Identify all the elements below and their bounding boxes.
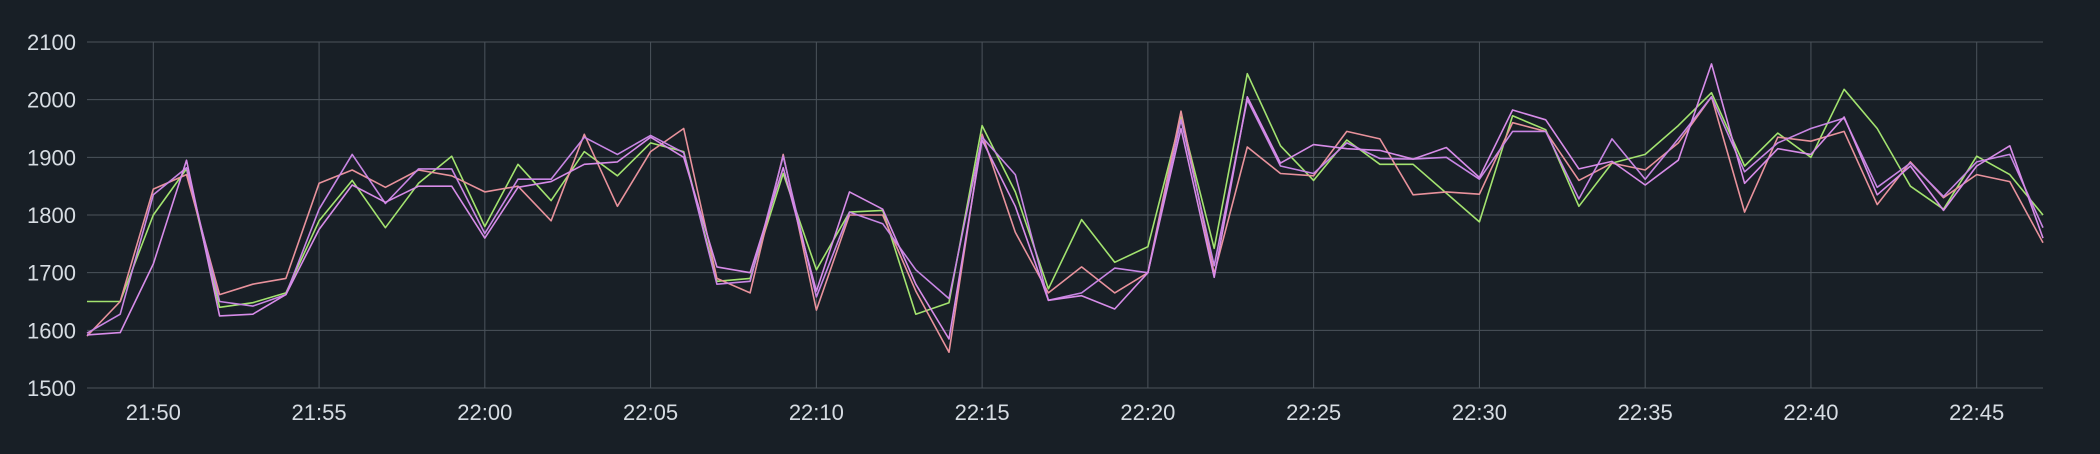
- x-tick-label: 22:20: [1120, 400, 1175, 425]
- horizontal-gridlines: [87, 41, 2043, 389]
- x-tick-label: 22:00: [457, 400, 512, 425]
- x-tick-label: 21:55: [292, 400, 347, 425]
- x-tick-label: 22:40: [1783, 400, 1838, 425]
- x-tick-label: 22:05: [623, 400, 678, 425]
- x-tick-label: 22:30: [1452, 400, 1507, 425]
- x-tick-label: 21:50: [126, 400, 181, 425]
- series-line-2: [86, 96, 2044, 354]
- y-tick-label: 1800: [27, 203, 76, 228]
- x-axis-tick-labels: 21:50 21:55 22:00 22:05 22:10 22:15 22:20 22:25…: [126, 400, 2004, 425]
- x-tick-label: 22:25: [1286, 400, 1341, 425]
- x-tick-label: 22:15: [955, 400, 1010, 425]
- x-tick-label: 22:45: [1949, 400, 2004, 425]
- series-lines: [86, 63, 2044, 354]
- series-line-3: [86, 96, 2044, 334]
- y-tick-label: 1500: [27, 376, 76, 401]
- y-tick-label: 1700: [27, 261, 76, 286]
- series-line-4: [86, 63, 2044, 340]
- series-line-1: [87, 72, 2044, 316]
- x-tick-label: 22:35: [1618, 400, 1673, 425]
- y-tick-label: 2000: [27, 88, 76, 113]
- vertical-gridlines: [152, 42, 1978, 388]
- y-tick-label: 2100: [27, 30, 76, 55]
- y-tick-label: 1900: [27, 145, 76, 170]
- y-tick-label: 1600: [27, 318, 76, 343]
- x-tick-label: 22:10: [789, 400, 844, 425]
- y-axis-tick-labels: 1500 1600 1700 1800 1900 2000 2100: [27, 30, 76, 401]
